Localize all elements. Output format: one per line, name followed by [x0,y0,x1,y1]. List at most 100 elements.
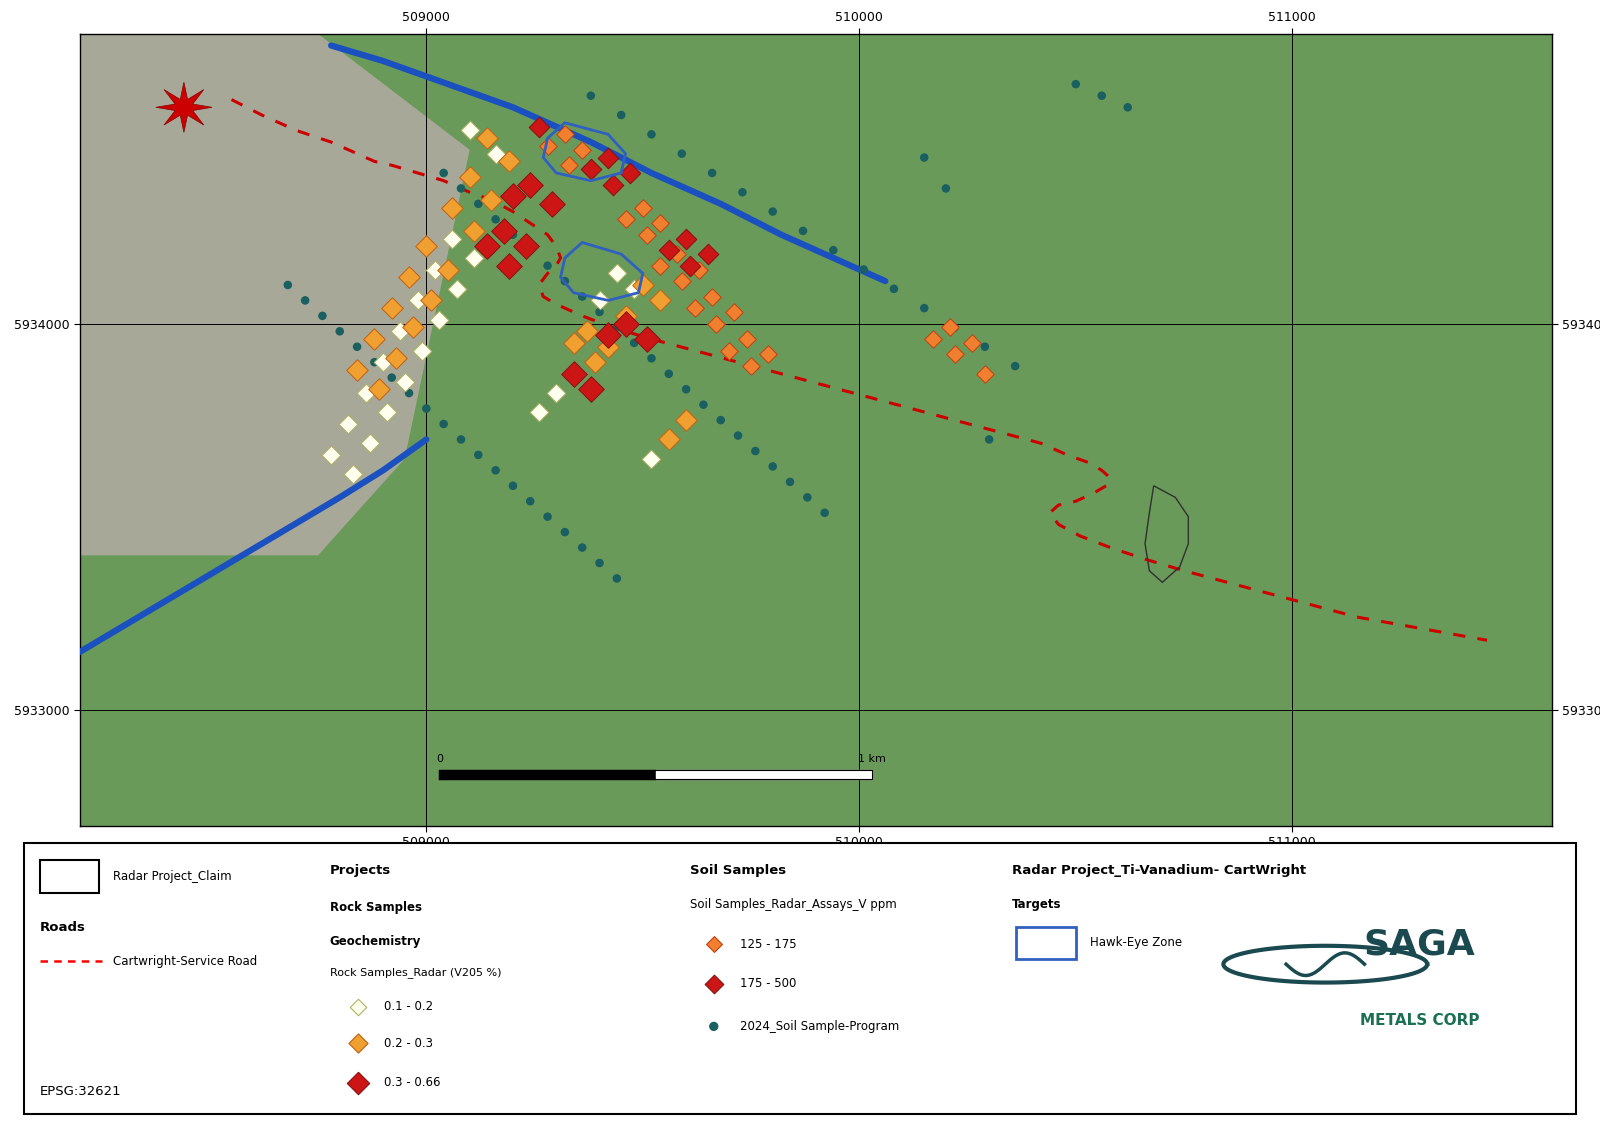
Point [346,998,371,1016]
Point [293,292,318,310]
Text: Soil Samples_Radar_Assays_V ppm: Soil Samples_Radar_Assays_V ppm [690,898,898,912]
Text: Rock Samples_Radar (V205 %): Rock Samples_Radar (V205 %) [330,967,501,978]
Point [496,257,522,275]
Point [912,299,938,317]
Point [595,148,621,166]
Point [938,319,963,337]
Point [882,279,907,297]
Point [701,1018,726,1036]
Text: 0.3 - 0.66: 0.3 - 0.66 [384,1077,442,1089]
Point [534,137,560,155]
Point [501,187,526,205]
Point [973,364,998,382]
Text: 2024_Soil Sample-Program: 2024_Soil Sample-Program [741,1020,899,1033]
Point [413,399,438,417]
Point [958,334,984,352]
Point [374,404,400,422]
Point [435,260,461,278]
Point [466,446,491,464]
Point [336,415,362,433]
Point [669,273,694,291]
Point [578,87,603,105]
Point [526,404,552,422]
Point [613,210,638,228]
Point [682,299,707,317]
Point [912,148,938,166]
Point [738,357,763,375]
Bar [40,860,99,893]
Point [354,385,379,403]
Point [920,330,946,348]
Point [656,364,682,382]
Point [1002,357,1027,375]
Point [582,353,608,371]
Point [362,353,387,371]
Point [534,257,560,275]
Point [526,118,552,136]
Point [778,473,803,491]
Point [326,322,352,340]
Point [501,477,526,495]
Point [483,210,509,228]
Point [595,338,621,356]
Point [552,273,578,291]
Point [699,164,725,182]
Point [362,330,387,348]
Point [851,260,877,278]
FancyBboxPatch shape [24,843,1576,1114]
Point [725,426,750,444]
Point [483,145,509,163]
Point [466,195,491,213]
Point [587,554,613,572]
Point [686,260,712,278]
Point [413,238,438,256]
Point [552,523,578,541]
Point [678,257,704,275]
Point [405,292,430,310]
Point [595,326,621,344]
Point [821,241,846,259]
Point [557,156,582,174]
Text: 0.1 - 0.2: 0.1 - 0.2 [384,1000,434,1013]
Point [717,342,742,360]
Point [410,342,435,360]
Point [461,222,486,240]
Text: Soil Samples: Soil Samples [690,864,786,878]
Point [648,257,674,275]
Text: EPSG:32621: EPSG:32621 [40,1085,122,1098]
Point [674,230,699,248]
Point [634,226,659,244]
Text: SAGA: SAGA [1363,927,1475,961]
Point [618,164,643,182]
Point [539,195,565,213]
Point [605,569,630,587]
Text: 175 - 500: 175 - 500 [741,977,797,991]
Point [608,106,634,124]
Point [691,396,717,414]
Point [634,330,659,348]
Point [344,338,370,356]
Point [458,167,483,185]
Point [443,279,469,297]
Point [517,492,542,510]
Bar [1016,927,1075,959]
Point [339,465,365,483]
Point [440,199,466,217]
Point [742,442,768,460]
Point [392,372,418,390]
Text: Roads: Roads [40,921,85,934]
Point [648,292,674,310]
Text: Geochemistry: Geochemistry [330,935,421,948]
Point [578,380,603,398]
Point [578,161,603,179]
Point [942,319,968,337]
Text: Targets: Targets [1011,898,1061,912]
Point [483,461,509,480]
Point [310,307,336,325]
Point [430,164,456,182]
Point [613,307,638,325]
Point [346,1074,371,1093]
Point [387,322,413,340]
Point [344,361,370,379]
Point [384,349,410,368]
